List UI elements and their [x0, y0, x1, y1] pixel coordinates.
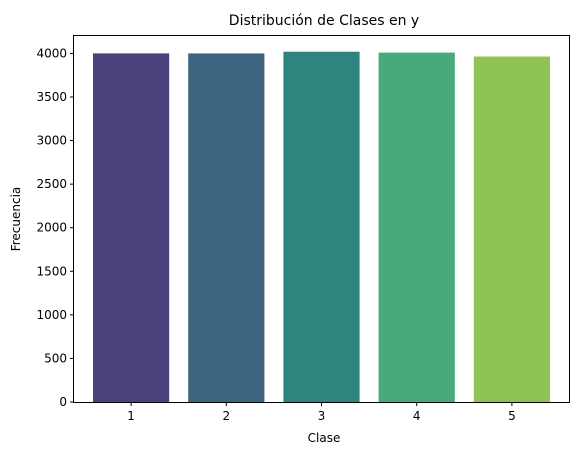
y-axis-ticks: 0 500 1000 1500 2000 2500 3000 3500 4000	[36, 46, 74, 409]
bar-2	[188, 53, 265, 403]
y-tick-label: 2000	[36, 221, 67, 235]
x-tick-label: 1	[127, 409, 135, 423]
plot-frame	[73, 35, 570, 403]
bar-1	[93, 53, 170, 403]
chart-title: Distribución de Clases en y	[229, 13, 419, 29]
y-tick-label: 0	[59, 395, 67, 409]
y-axis-label: Frecuencia	[9, 187, 23, 252]
y-tick-label: 2500	[36, 177, 67, 191]
bars-group	[93, 51, 550, 403]
y-tick-label: 3500	[36, 90, 67, 104]
x-tick-label: 2	[222, 409, 230, 423]
y-tick-label: 1500	[36, 264, 67, 278]
bar-5	[473, 56, 550, 402]
y-tick-label: 1000	[36, 308, 67, 322]
y-tick-label: 500	[44, 351, 67, 365]
x-tick-label: 5	[508, 409, 516, 423]
y-tick-label: 4000	[36, 46, 67, 60]
x-axis-ticks: 1 2 3 4 5	[127, 402, 516, 423]
bar-3	[283, 51, 360, 402]
x-tick-label: 3	[318, 409, 326, 423]
bar-4	[378, 52, 455, 402]
x-axis-label: Clase	[308, 431, 341, 445]
x-tick-label: 4	[413, 409, 421, 423]
y-tick-label: 3000	[36, 134, 67, 148]
